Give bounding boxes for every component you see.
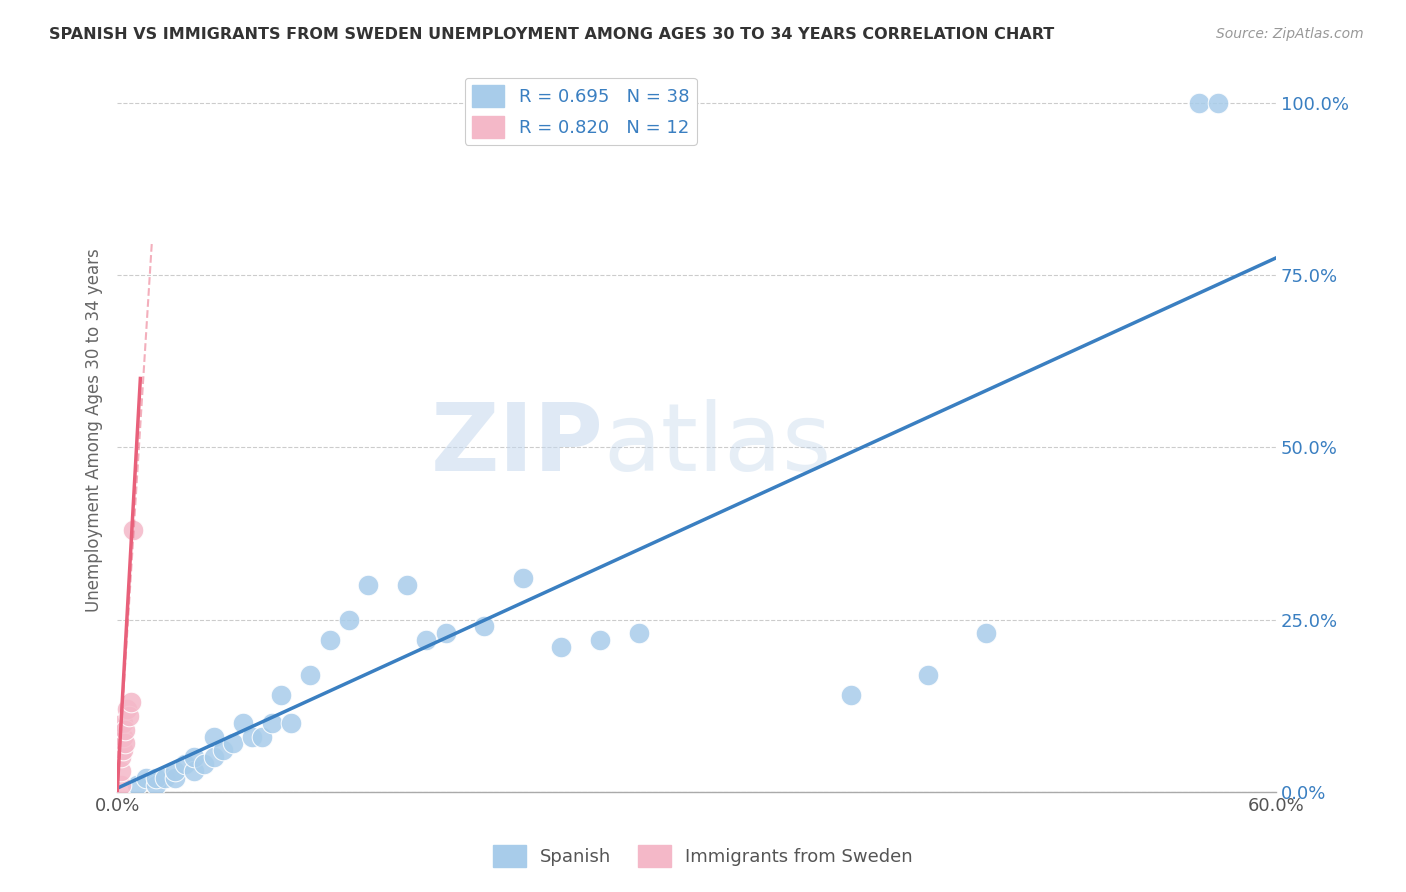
Point (232, 715, 254, 730)
Point (110, 778, 132, 792)
Point (111, 743, 134, 757)
Point (550, 640, 572, 654)
Point (114, 723, 136, 737)
Text: Source: ZipAtlas.com: Source: ZipAtlas.com (1216, 27, 1364, 41)
Point (125, 778, 148, 792)
Point (183, 750, 205, 764)
Text: ZIP: ZIP (432, 399, 603, 491)
Point (173, 757, 195, 772)
Point (202, 750, 225, 764)
Point (222, 737, 245, 751)
Point (395, 578, 418, 592)
Point (917, 667, 939, 681)
Point (260, 715, 283, 730)
Point (110, 764, 132, 778)
Point (627, 626, 650, 640)
Point (299, 667, 322, 681)
Point (202, 730, 225, 744)
Point (1206, 95, 1229, 110)
Point (165, 764, 187, 778)
Point (589, 633, 612, 648)
Point (145, 771, 167, 785)
Point (135, 771, 157, 785)
Point (115, 702, 138, 716)
Point (145, 778, 167, 792)
Point (415, 633, 437, 648)
Point (155, 771, 177, 785)
Point (212, 743, 235, 757)
Point (250, 730, 273, 744)
Point (110, 750, 132, 764)
Text: SPANISH VS IMMIGRANTS FROM SWEDEN UNEMPLOYMENT AMONG AGES 30 TO 34 YEARS CORRELA: SPANISH VS IMMIGRANTS FROM SWEDEN UNEMPL… (49, 27, 1054, 42)
Point (357, 578, 380, 592)
Point (120, 695, 142, 709)
Point (472, 619, 495, 633)
Legend: R = 0.695   N = 38, R = 0.820   N = 12: R = 0.695 N = 38, R = 0.820 N = 12 (465, 78, 696, 145)
Point (974, 626, 997, 640)
Point (118, 709, 141, 723)
Point (839, 688, 862, 702)
Y-axis label: Unemployment Among Ages 30 to 34 years: Unemployment Among Ages 30 to 34 years (86, 248, 103, 612)
Text: atlas: atlas (603, 399, 832, 491)
Point (270, 688, 292, 702)
Point (318, 633, 340, 648)
Point (242, 730, 264, 744)
Legend: Spanish, Immigrants from Sweden: Spanish, Immigrants from Sweden (486, 838, 920, 874)
Point (337, 613, 360, 627)
Point (111, 715, 134, 730)
Point (280, 715, 302, 730)
Point (1188, 95, 1211, 110)
Point (165, 771, 187, 785)
Point (111, 730, 134, 744)
Point (434, 626, 457, 640)
Point (114, 737, 136, 751)
Point (183, 764, 205, 778)
Point (512, 571, 534, 585)
Point (193, 757, 215, 772)
Point (121, 523, 143, 537)
